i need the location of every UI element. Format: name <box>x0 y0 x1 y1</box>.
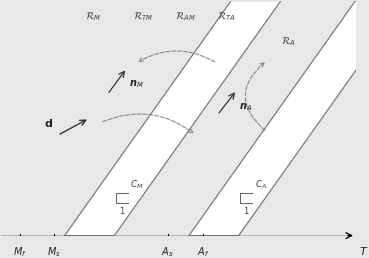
Text: $A_s$: $A_s$ <box>161 245 174 258</box>
Text: $A_f$: $A_f$ <box>197 245 209 258</box>
Text: $M_s$: $M_s$ <box>47 245 61 258</box>
FancyArrowPatch shape <box>245 63 265 130</box>
Text: $\mathcal{R}_{TM}$: $\mathcal{R}_{TM}$ <box>133 10 153 23</box>
Text: $\mathcal{R}_{AM}$: $\mathcal{R}_{AM}$ <box>175 10 196 23</box>
FancyArrowPatch shape <box>103 114 193 133</box>
Text: 1: 1 <box>244 207 249 216</box>
Text: $T$: $T$ <box>359 245 369 257</box>
Text: $C_A$: $C_A$ <box>255 179 267 191</box>
Text: $\mathbf{d}$: $\mathbf{d}$ <box>44 117 53 129</box>
Text: $\mathcal{R}_M$: $\mathcal{R}_M$ <box>85 10 101 23</box>
Text: $\boldsymbol{n}_A$: $\boldsymbol{n}_A$ <box>239 101 252 113</box>
Text: $\mathcal{R}_A$: $\mathcal{R}_A$ <box>281 35 296 48</box>
Text: 1: 1 <box>119 207 124 216</box>
Polygon shape <box>189 1 369 236</box>
FancyArrowPatch shape <box>139 51 215 62</box>
Text: $C_M$: $C_M$ <box>130 179 144 191</box>
Text: $\mathcal{R}_{TA}$: $\mathcal{R}_{TA}$ <box>217 10 236 23</box>
Text: $\boldsymbol{n}_M$: $\boldsymbol{n}_M$ <box>128 78 143 90</box>
Text: $M_f$: $M_f$ <box>13 245 27 258</box>
Polygon shape <box>65 1 281 236</box>
